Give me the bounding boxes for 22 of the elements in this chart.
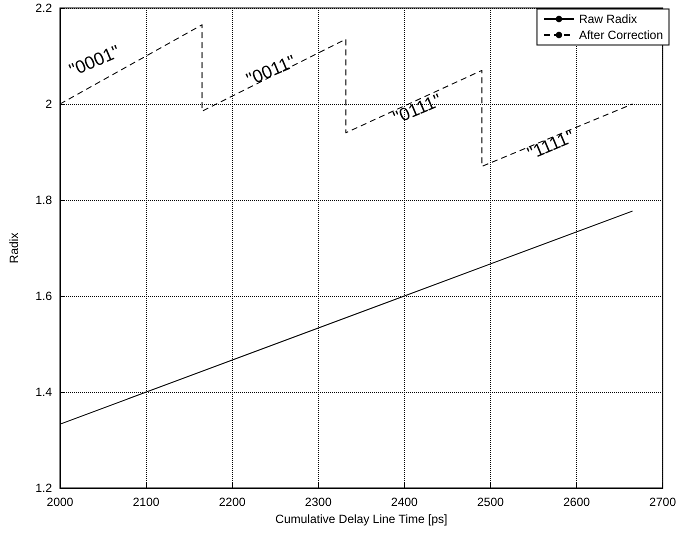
x-tick-label: 2000 [46, 495, 74, 509]
legend-label: After Correction [578, 28, 663, 42]
x-tick-label: 2200 [218, 495, 246, 509]
x-tick-label: 2300 [304, 495, 332, 509]
annotation: "0111" [390, 90, 444, 128]
y-tick-label: 1.4 [35, 385, 52, 399]
legend-label: Raw Radix [578, 12, 637, 26]
x-axis-title: Cumulative Delay Line Time [ps] [275, 512, 448, 526]
x-tick-label: 2700 [649, 495, 676, 509]
annotation: "0011" [243, 51, 299, 90]
annotation: "1111" [524, 126, 578, 164]
y-tick-label: 1.2 [35, 481, 52, 495]
y-tick-label: 1.6 [35, 289, 52, 303]
x-tick-label: 2500 [477, 495, 504, 509]
y-axis-title: Radix [7, 232, 21, 264]
x-tick-label: 2600 [563, 495, 590, 509]
x-tick-label: 2100 [132, 495, 160, 509]
y-tick-label: 1.8 [35, 193, 52, 207]
annotation: "0001" [66, 41, 123, 80]
x-tick-label: 2400 [391, 495, 418, 509]
y-tick-label: 2.2 [35, 1, 52, 15]
y-tick-label: 2 [45, 97, 52, 111]
